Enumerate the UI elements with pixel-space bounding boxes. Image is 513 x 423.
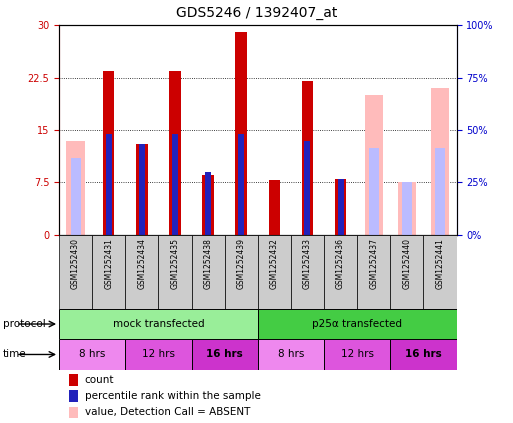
Bar [235,33,247,235]
FancyBboxPatch shape [390,235,423,309]
FancyBboxPatch shape [59,309,258,339]
FancyBboxPatch shape [258,339,324,370]
Bar [67,140,85,235]
FancyBboxPatch shape [357,235,390,309]
FancyBboxPatch shape [258,309,457,339]
Text: value, Detection Call = ABSENT: value, Detection Call = ABSENT [85,407,250,418]
FancyBboxPatch shape [258,235,291,309]
Text: GSM1252432: GSM1252432 [270,239,279,289]
Bar [431,88,449,235]
Bar [398,182,416,235]
FancyBboxPatch shape [125,235,159,309]
Text: protocol: protocol [3,319,45,329]
Bar [338,179,344,235]
FancyBboxPatch shape [92,235,125,309]
FancyBboxPatch shape [390,339,457,370]
Bar [202,176,214,235]
Text: GSM1252438: GSM1252438 [204,239,212,289]
Text: GSM1252435: GSM1252435 [170,239,180,289]
FancyBboxPatch shape [324,235,357,309]
Text: GSM1252430: GSM1252430 [71,239,80,289]
Text: GSM1252431: GSM1252431 [104,239,113,289]
Text: mock transfected: mock transfected [112,319,204,329]
Bar [103,71,114,235]
Bar [402,182,412,235]
Text: GDS5246 / 1392407_at: GDS5246 / 1392407_at [176,6,337,20]
Text: GSM1252441: GSM1252441 [436,239,444,289]
Bar [71,158,81,235]
Bar [238,134,244,235]
Text: 12 hrs: 12 hrs [341,349,373,360]
Bar [106,134,112,235]
FancyBboxPatch shape [423,235,457,309]
FancyBboxPatch shape [225,235,258,309]
FancyBboxPatch shape [324,339,390,370]
Text: GSM1252439: GSM1252439 [236,239,246,289]
Text: count: count [85,375,114,385]
Text: percentile rank within the sample: percentile rank within the sample [85,391,261,401]
Bar [369,148,379,235]
Bar [305,140,310,235]
Text: GSM1252440: GSM1252440 [402,239,411,289]
FancyBboxPatch shape [125,339,191,370]
Text: GSM1252433: GSM1252433 [303,239,312,289]
Bar [169,71,181,235]
Text: GSM1252434: GSM1252434 [137,239,146,289]
Bar [172,134,178,235]
FancyBboxPatch shape [159,235,191,309]
Text: 16 hrs: 16 hrs [405,349,442,360]
Bar [435,148,445,235]
Bar [268,180,280,235]
FancyBboxPatch shape [191,339,258,370]
Bar [136,144,148,235]
FancyBboxPatch shape [59,339,125,370]
FancyBboxPatch shape [59,235,92,309]
FancyBboxPatch shape [291,235,324,309]
Bar [335,179,346,235]
Bar [139,144,145,235]
Bar [302,81,313,235]
Text: 16 hrs: 16 hrs [206,349,243,360]
Text: GSM1252437: GSM1252437 [369,239,378,289]
Text: GSM1252436: GSM1252436 [336,239,345,289]
Bar [205,172,211,235]
Text: 12 hrs: 12 hrs [142,349,175,360]
Text: 8 hrs: 8 hrs [79,349,105,360]
Text: time: time [3,349,26,360]
Text: 8 hrs: 8 hrs [278,349,304,360]
Text: p25α transfected: p25α transfected [312,319,402,329]
Bar [365,95,383,235]
FancyBboxPatch shape [191,235,225,309]
